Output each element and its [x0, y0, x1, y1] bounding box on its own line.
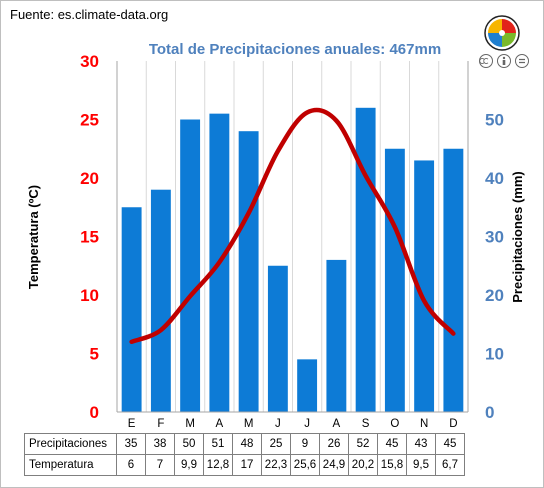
left-tick-label: 20	[80, 169, 99, 188]
table-cell: 48	[232, 433, 262, 455]
category-label: E	[128, 418, 136, 430]
category-label: N	[420, 418, 428, 430]
category-label: D	[449, 418, 457, 430]
table-cell: 9	[290, 433, 320, 455]
grid-lines	[145, 61, 440, 412]
right-tick-label: 30	[485, 228, 504, 247]
category-label: M	[185, 418, 195, 430]
category-label: J	[304, 418, 310, 430]
left-tick-label: 25	[80, 111, 99, 130]
table-cell: 9,9	[174, 454, 204, 476]
category-label: J	[275, 418, 281, 430]
data-table: Precipitaciones 35 38 50 51 48 25 9 26 52 45 43 45 Te…	[24, 433, 465, 476]
table-row: Precipitaciones 35 38 50 51 48 25 9 26 52 45 43 45	[24, 433, 465, 455]
left-tick-label: 10	[80, 286, 99, 305]
precipitation-bar	[355, 107, 376, 413]
table-cell: 24,9	[319, 454, 349, 476]
right-axis-ticks: 0 10 20 30 40 50	[485, 111, 504, 423]
table-row: Temperatura 6 7 9,9 12,8 17 22,3 25,6 24,9 20,2 15…	[24, 454, 465, 476]
creative-commons-icon	[479, 54, 529, 68]
precipitation-bar	[443, 148, 464, 412]
precipitation-bar	[267, 265, 288, 412]
precipitation-bar	[238, 131, 259, 412]
precipitation-bar	[180, 119, 201, 412]
temperature-line-group	[129, 107, 456, 345]
precipitation-bar	[150, 189, 171, 412]
table-cell: 25	[261, 433, 291, 455]
table-cell: 38	[145, 433, 175, 455]
table-cell: 15,8	[377, 454, 407, 476]
table-row-label: Temperatura	[24, 454, 117, 476]
table-cell: 12,8	[203, 454, 233, 476]
precipitation-bar	[121, 207, 142, 412]
category-label: O	[390, 418, 399, 430]
right-tick-label: 20	[485, 286, 504, 305]
category-label: M	[244, 418, 254, 430]
table-cell: 20,2	[348, 454, 378, 476]
chart-title: Total de Precipitaciones anuales: 467mm	[148, 41, 442, 58]
table-cell: 45	[435, 433, 465, 455]
precipitation-bar	[326, 259, 347, 412]
table-row-label: Precipitaciones	[24, 433, 117, 455]
right-tick-label: 0	[485, 403, 494, 422]
table-cell: 50	[174, 433, 204, 455]
left-axis-ticks: 0 5 10 15 20 25 30	[80, 52, 99, 422]
precipitation-bar	[414, 160, 435, 412]
table-cell: 17	[232, 454, 262, 476]
axes	[116, 61, 469, 413]
climate-chart: 0 5 10 15 20 25 30 0 10 20 30 40 50 E F M A M J J A S O N D Te…	[26, 52, 525, 430]
category-label: S	[362, 418, 370, 430]
puzzle-logo-icon	[484, 15, 520, 51]
category-label: A	[333, 418, 341, 430]
table-cell: 9,5	[406, 454, 436, 476]
right-tick-label: 40	[485, 169, 504, 188]
right-tick-label: 50	[485, 111, 504, 130]
left-axis-label: Temperatura (ºC)	[26, 185, 41, 289]
right-axis-label: Precipitaciones (mm)	[510, 171, 525, 303]
precipitation-bar	[384, 148, 405, 412]
left-tick-label: 15	[80, 228, 99, 247]
table-cell: 43	[406, 433, 436, 455]
table-cell: 22,3	[261, 454, 291, 476]
category-label: A	[216, 418, 224, 430]
table-cell: 35	[116, 433, 146, 455]
table-cell: 26	[319, 433, 349, 455]
table-cell: 52	[348, 433, 378, 455]
precipitation-bar	[297, 359, 318, 412]
temperature-line	[129, 107, 456, 345]
source-label: Fuente: es.climate-data.org	[10, 7, 169, 22]
left-tick-label: 0	[90, 403, 99, 422]
left-tick-label: 30	[80, 52, 99, 71]
category-label: F	[157, 418, 164, 430]
table-cell: 45	[377, 433, 407, 455]
table-cell: 6,7	[435, 454, 465, 476]
table-cell: 6	[116, 454, 146, 476]
left-tick-label: 5	[90, 345, 99, 364]
table-cell: 25,6	[290, 454, 320, 476]
table-cell: 51	[203, 433, 233, 455]
table-cell: 7	[145, 454, 175, 476]
right-tick-label: 10	[485, 345, 504, 364]
